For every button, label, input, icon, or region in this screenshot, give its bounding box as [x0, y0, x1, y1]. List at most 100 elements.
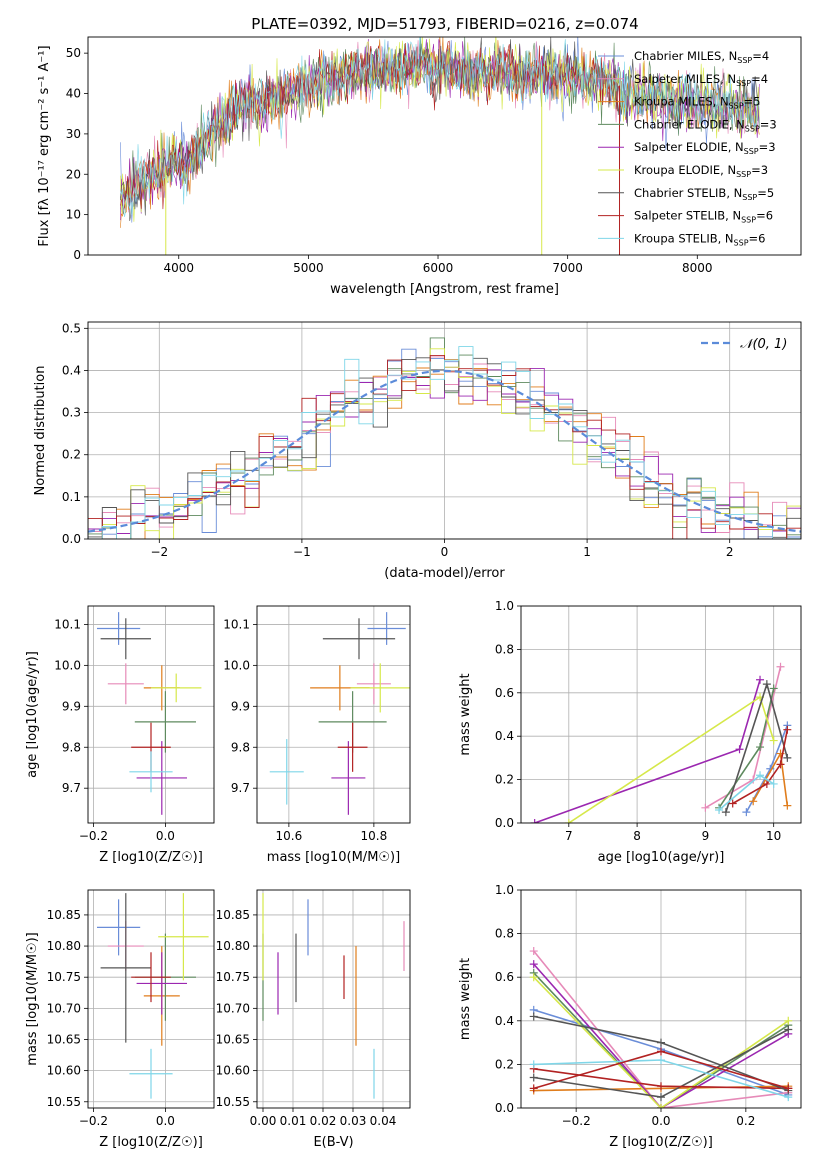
y-tick-label: 0.3: [62, 406, 81, 420]
weight-marker: [728, 799, 737, 808]
weight-marker: [530, 819, 539, 823]
y-tick-label: 50: [66, 46, 81, 60]
y-tick-label: 0.2: [495, 1057, 514, 1071]
x-tick-label: 5000: [293, 261, 324, 275]
figure-title: PLATE=0392, MJD=51793, FIBERID=0216, z=0…: [251, 15, 638, 33]
legend-label: Kroupa ELODIE, NSSP=3: [634, 163, 768, 179]
y-tick-label: 10.70: [216, 1001, 250, 1015]
x-axis-label: age [log10(age/yr)]: [598, 850, 725, 865]
legend: 𝒩(0, 1): [701, 337, 787, 352]
y-tick-label: 40: [66, 87, 81, 101]
y-tick-label: 10.60: [47, 1064, 81, 1078]
y-axis-label: mass weight: [458, 958, 473, 1040]
legend: Chabrier MILES, NSSP=4 Salpeter MILES, NS…: [598, 49, 777, 247]
panel-age_vs_mass: 10.6 10.8 9.7 9.8 9.9 10.0 10.1 mass [log10(M/M…: [223, 605, 411, 865]
x-tick-label: 0.03: [340, 1114, 367, 1128]
y-tick-label: 10.60: [216, 1064, 250, 1078]
weight-marker: [762, 680, 771, 689]
y-tick-label: 9.9: [231, 699, 250, 713]
y-tick-label: 9.8: [231, 740, 250, 754]
y-tick-label: 0.2: [62, 448, 81, 462]
y-tick-label: 10.1: [223, 617, 250, 631]
axes-frame: [520, 889, 802, 1109]
weight-marker: [783, 753, 792, 762]
y-tick-label: 0.8: [495, 642, 514, 656]
x-axis-label: Z [log10(Z/Z☉)]: [609, 1135, 713, 1150]
weight-marker: [742, 808, 751, 817]
x-tick-label: 1: [583, 545, 591, 559]
x-tick-label: 7000: [552, 261, 583, 275]
y-tick-label: 1.0: [495, 599, 514, 613]
weight-marker: [715, 805, 724, 814]
y-tick-label: 0.2: [495, 773, 514, 787]
weight-marker: [529, 1073, 538, 1082]
legend-label: Chabrier MILES, NSSP=4: [634, 49, 769, 65]
weight-line: [732, 729, 789, 805]
y-tick-label: 10.85: [216, 908, 250, 922]
x-axis-label: (data-model)/error: [384, 566, 505, 581]
histogram-series: [88, 359, 801, 539]
y-tick-label: 10.80: [47, 939, 81, 953]
weight-marker: [657, 1056, 665, 1065]
plot-area: [257, 890, 410, 1108]
y-tick-label: 0.0: [495, 1101, 514, 1115]
y-axis-label: mass weight: [458, 673, 473, 755]
weight-marker: [721, 808, 730, 817]
y-tick-label: 0.0: [62, 532, 81, 546]
x-tick-label: 0.0: [651, 1114, 670, 1128]
panel-mass_vs_ebv: 0.00 0.01 0.02 0.03 0.04 10.55 10.60 10.65 10.70…: [216, 889, 411, 1150]
weight-marker: [784, 1025, 793, 1034]
weight-marker: [701, 803, 710, 812]
weight-marker: [529, 960, 538, 969]
panel-age_vs_z: −0.2 0.0 9.7 9.8 9.9 10.0 10.1 Z [log10(Z/Z☉)] a…: [25, 605, 215, 865]
y-tick-label: 0.4: [495, 729, 514, 743]
weight-marker: [564, 819, 573, 823]
y-tick-label: 9.7: [231, 781, 250, 795]
x-tick-label: 0.2: [736, 1114, 755, 1128]
y-tick-label: 0.1: [62, 490, 81, 504]
plot-area: [257, 606, 410, 823]
y-axis-label: Normed distribution: [33, 366, 48, 496]
y-tick-label: 10.55: [216, 1095, 250, 1109]
x-tick-label: 0.04: [370, 1114, 397, 1128]
y-tick-label: 0.6: [495, 970, 514, 984]
histogram-series: [88, 346, 801, 539]
weight-marker: [756, 771, 765, 780]
y-tick-label: 30: [66, 127, 81, 141]
x-tick-label: 0.00: [250, 1114, 277, 1128]
x-axis-label: Z [log10(Z/Z☉)]: [99, 1135, 203, 1150]
x-tick-label: 7: [565, 829, 573, 843]
weight-marker: [529, 947, 538, 956]
axes-frame: [256, 605, 411, 824]
x-tick-label: −2: [150, 545, 168, 559]
panel-residuals: −2 −1 0 1 2 0.0 0.1 0.2 0.3 0.4 0.5 (data-model)/er…: [33, 321, 802, 581]
x-axis-label: E(B-V): [313, 1135, 353, 1150]
legend-label: Chabrier ELODIE, NSSP=3: [634, 117, 777, 133]
y-tick-label: 10.80: [216, 939, 250, 953]
y-tick-label: 10.65: [216, 1032, 250, 1046]
axes-frame: [87, 605, 215, 824]
y-axis-label: mass [log10(M/M☉)]: [25, 932, 40, 1065]
x-tick-label: 10.8: [361, 829, 388, 843]
y-tick-label: 0.0: [495, 816, 514, 830]
plot-area: [88, 322, 801, 539]
y-tick-label: 0.5: [62, 321, 81, 335]
y-tick-label: 20: [66, 167, 81, 181]
weight-marker: [784, 1016, 793, 1025]
weight-marker: [756, 743, 765, 752]
normal-reference-curve: [88, 369, 801, 533]
axes-frame: [87, 321, 802, 540]
weight-marker: [762, 779, 771, 788]
weight-marker: [657, 1104, 665, 1108]
plot-area: [88, 606, 214, 823]
y-tick-label: 9.8: [62, 740, 81, 754]
x-axis-label: Z [log10(Z/Z☉)]: [99, 850, 203, 865]
y-tick-label: 10.75: [47, 970, 81, 984]
y-tick-label: 10.0: [223, 658, 250, 672]
x-axis-label: mass [log10(M/M☉)]: [267, 850, 400, 865]
y-tick-label: 0.8: [495, 927, 514, 941]
x-tick-label: 4000: [163, 261, 194, 275]
weight-line: [533, 963, 789, 1108]
x-tick-label: −0.2: [79, 1114, 108, 1128]
